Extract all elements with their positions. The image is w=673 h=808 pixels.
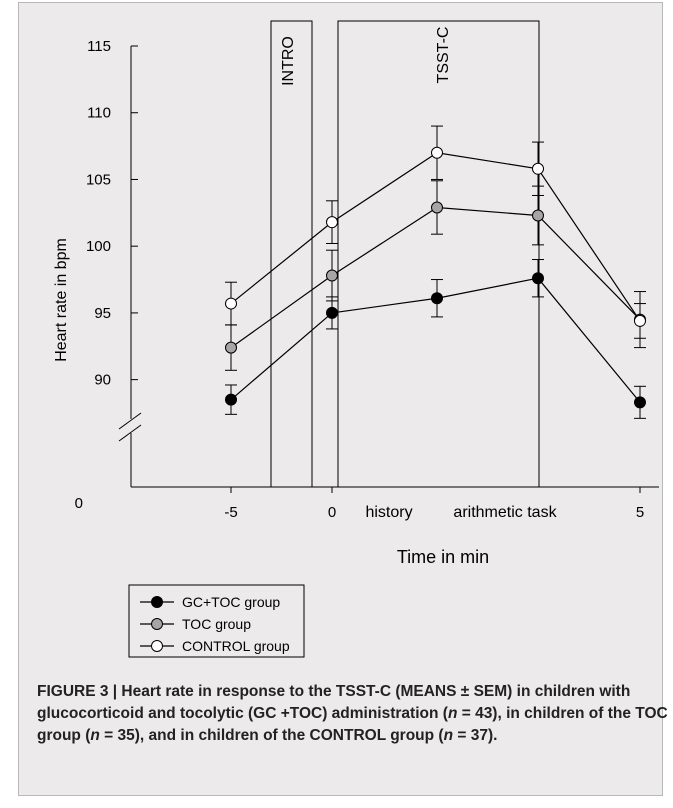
y-zero-label: 0 bbox=[75, 495, 83, 512]
series-gc-toc-group bbox=[225, 259, 646, 419]
y-tick-label: 95 bbox=[94, 305, 111, 322]
y-tick-label: 105 bbox=[86, 171, 111, 188]
data-point bbox=[326, 306, 338, 319]
x-tick-label: 0 bbox=[328, 504, 336, 521]
intro-box bbox=[270, 20, 313, 488]
x-task-label-history: history bbox=[365, 504, 412, 521]
axis-break-mark bbox=[118, 424, 142, 442]
x-task-label-arithmetic: arithmetic task bbox=[453, 504, 557, 521]
x-tick-label: -5 bbox=[224, 504, 237, 521]
x-axis-label: Time in min bbox=[397, 547, 489, 567]
tsst-c-label: TSST-C bbox=[435, 27, 452, 84]
data-point bbox=[431, 292, 443, 305]
legend-label: CONTROL group bbox=[182, 638, 290, 654]
data-point bbox=[532, 209, 544, 222]
y-tick-label: 110 bbox=[87, 105, 111, 122]
legend-label: TOC group bbox=[182, 616, 251, 632]
tsst-c-box bbox=[337, 20, 540, 488]
legend-label: GC+TOC group bbox=[182, 594, 280, 610]
data-point bbox=[225, 341, 237, 354]
legend-marker bbox=[151, 640, 163, 652]
y-tick-label: 115 bbox=[87, 38, 111, 55]
legend-marker bbox=[151, 596, 163, 608]
intro-label: INTRO bbox=[280, 36, 297, 86]
y-axis-label: Heart rate in bpm bbox=[53, 238, 70, 362]
legend-marker bbox=[151, 618, 163, 630]
y-tick-label: 90 bbox=[94, 372, 111, 389]
series-control-group bbox=[225, 125, 646, 339]
figure-caption: FIGURE 3 | Heart rate in response to the… bbox=[37, 683, 668, 744]
data-point bbox=[532, 162, 544, 175]
data-point bbox=[225, 393, 237, 406]
x-tick-label: 5 bbox=[636, 504, 644, 521]
axis-break-mark bbox=[118, 412, 142, 430]
heart-rate-chart: INTRO TSST-C 90 95 100 105 110 115 0 Heart rate … bbox=[53, 20, 659, 658]
figure-panel: INTRO TSST-C 90 95 100 105 110 115 0 Heart rate … bbox=[18, 2, 668, 796]
data-point bbox=[326, 269, 338, 282]
data-point bbox=[532, 272, 544, 285]
data-point bbox=[431, 201, 443, 214]
data-point bbox=[326, 216, 338, 229]
data-point bbox=[431, 146, 443, 159]
series-toc-group bbox=[225, 180, 646, 371]
data-point bbox=[634, 314, 646, 327]
data-point bbox=[634, 396, 646, 409]
legend-box bbox=[128, 584, 305, 658]
data-point bbox=[225, 297, 237, 310]
y-tick-label: 100 bbox=[86, 238, 111, 255]
